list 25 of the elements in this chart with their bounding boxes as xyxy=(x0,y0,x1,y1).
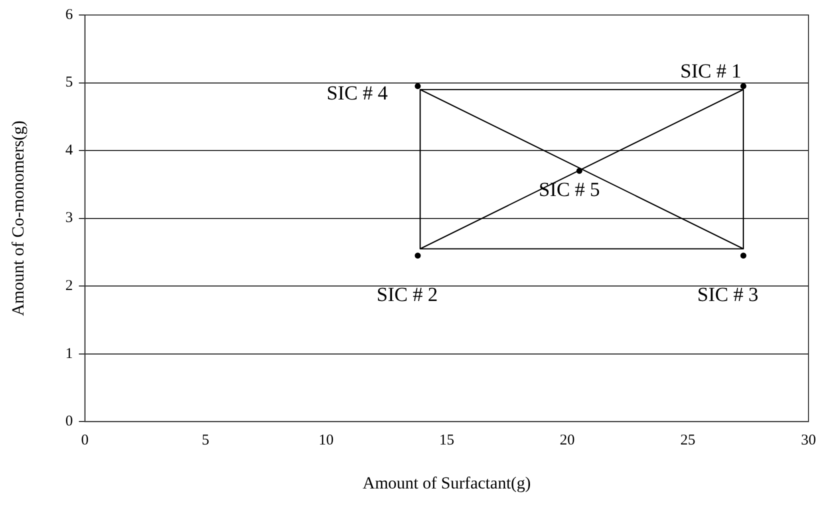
annotation: SIC # 5 xyxy=(538,179,600,202)
x-tick-label: 0 xyxy=(81,432,89,449)
y-tick-label: 3 xyxy=(65,210,73,226)
annotation: SIC # 1 xyxy=(680,60,742,82)
x-tick-label: 25 xyxy=(680,432,696,449)
x-tick-label: 20 xyxy=(560,432,575,449)
y-tick-label: 0 xyxy=(65,414,73,430)
y-tick-label: 5 xyxy=(65,74,73,91)
x-tick-label: 30 xyxy=(801,432,816,449)
point xyxy=(740,252,746,259)
y-tick-label: 2 xyxy=(65,278,73,294)
x-tick-label: 15 xyxy=(439,432,454,449)
point xyxy=(414,83,421,90)
y-tick-label: 4 xyxy=(65,142,74,158)
annotation: SIC # 3 xyxy=(697,284,758,306)
point xyxy=(414,252,421,259)
x-axis-title: Amount of Surfactant(g) xyxy=(362,473,531,492)
annotation: SIC # 4 xyxy=(326,82,388,104)
x-tick-label: 5 xyxy=(202,432,210,449)
annotation: SIC # 2 xyxy=(376,284,438,306)
point xyxy=(740,83,746,90)
y-axis-title: Amount of Co-monomers(g) xyxy=(8,120,28,316)
y-tick-label: 1 xyxy=(65,346,73,362)
x-tick-label: 10 xyxy=(318,432,334,449)
y-tick-label: 6 xyxy=(65,6,74,23)
